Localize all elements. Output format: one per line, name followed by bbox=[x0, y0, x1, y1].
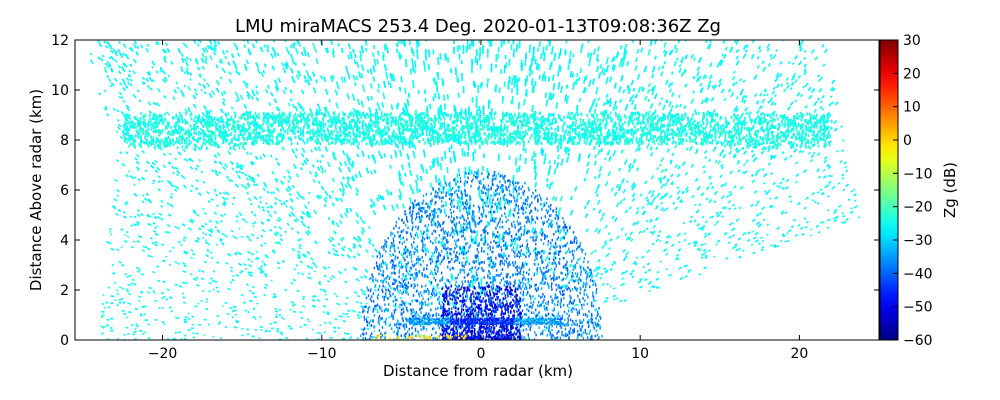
x-tick-label: −10 bbox=[307, 346, 337, 362]
axes-layer: −20 −10 0 10 20 0 2 4 6 8 10 12 bbox=[51, 33, 880, 362]
colorbar-tick-label: −50 bbox=[903, 300, 933, 316]
chart-title: LMU miraMACS 253.4 Deg. 2020-01-13T09:08… bbox=[235, 16, 721, 37]
colorbar-tick-label: −40 bbox=[903, 266, 933, 282]
y-tick-label: 12 bbox=[51, 33, 69, 49]
x-tick-label: 0 bbox=[477, 346, 486, 362]
colorbar-tick-label: −10 bbox=[903, 166, 933, 182]
y-tick-label: 6 bbox=[60, 183, 69, 199]
x-axis-title: Distance from radar (km) bbox=[383, 362, 573, 380]
y-tick-label: 8 bbox=[60, 133, 69, 149]
x-tick-label: 10 bbox=[631, 346, 649, 362]
colorbar-tick-label: 10 bbox=[903, 100, 921, 116]
colorbar-tick-label: 30 bbox=[903, 33, 921, 49]
y-tick-label: 4 bbox=[60, 233, 69, 249]
colorbar: −60 −50 −40 −30 −20 −10 0 10 20 30 bbox=[879, 33, 933, 349]
x-tick-label: 20 bbox=[790, 346, 808, 362]
radar-echoes bbox=[89, 40, 861, 340]
colorbar-tick-label: 20 bbox=[903, 66, 921, 82]
colorbar-tick-label: 0 bbox=[903, 133, 912, 149]
colorbar-tick-label: −30 bbox=[903, 233, 933, 249]
y-tick-label: 10 bbox=[51, 83, 69, 99]
colorbar-tick-label: −60 bbox=[903, 333, 933, 349]
x-tick-label: −20 bbox=[148, 346, 178, 362]
y-axis-title: Distance Above radar (km) bbox=[27, 89, 45, 291]
y-tick-label: 2 bbox=[60, 283, 69, 299]
colorbar-title: Zg (dB) bbox=[941, 162, 959, 218]
colorbar-gradient bbox=[879, 39, 899, 341]
colorbar-tick-label: −20 bbox=[903, 200, 933, 216]
y-tick-label: 0 bbox=[60, 333, 69, 349]
plot-content bbox=[89, 40, 861, 340]
